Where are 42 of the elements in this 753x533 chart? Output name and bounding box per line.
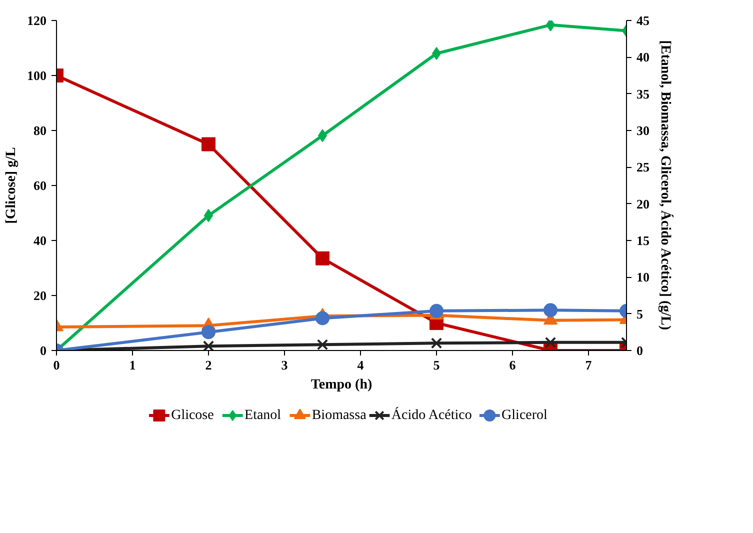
legend-label: Glicerol (502, 408, 548, 423)
y2-tick-label: 35 (636, 86, 650, 102)
legend-label: Etanol (244, 408, 282, 423)
y-tick-label: 20 (34, 288, 46, 303)
point (202, 325, 216, 340)
y2-tick-label: 40 (636, 50, 650, 65)
point (544, 303, 558, 318)
y2-tick-label: 0 (636, 343, 643, 358)
y-tick-label: 40 (34, 233, 46, 248)
legend-label: Glicose (171, 408, 214, 423)
x-tick-label: 7 (585, 358, 592, 372)
y-axis-title: [Glicose] g/L (4, 147, 19, 224)
point (316, 311, 330, 326)
y2-tick-label: 25 (636, 160, 650, 175)
y2-axis-title: [Etanol, Biomassa, Glicerol, Ácido Acético] (g/L) (658, 40, 674, 330)
y2-tick-label: 5 (636, 306, 644, 322)
y-tick-label: 100 (27, 68, 46, 83)
point (316, 339, 328, 350)
x-tick-label: 4 (357, 358, 364, 372)
point (544, 336, 556, 348)
x-tick-label: 5 (433, 358, 440, 372)
x-tick-label: 0 (53, 358, 60, 372)
y2-tick-label: 20 (636, 196, 650, 212)
point (546, 20, 555, 32)
y-tick-label: 120 (27, 13, 46, 28)
x-tick-label: 6 (509, 358, 516, 372)
point (430, 304, 444, 318)
y-tick-label: 80 (34, 123, 46, 138)
x-tick-label: 1 (129, 358, 136, 372)
y2-tick-label: 45 (636, 13, 650, 28)
y2-tick-label: 30 (636, 123, 650, 138)
point (202, 340, 214, 350)
x-axis-title: Tempo (h) (310, 378, 372, 392)
y2-tick-label: 15 (636, 233, 650, 248)
legend-label: Biomassa (312, 408, 368, 423)
x-tick-label: 3 (281, 358, 288, 372)
x-tick-label: 2 (205, 358, 212, 372)
legend-label: Ácido Acético (391, 406, 472, 423)
y-tick-label: 0 (40, 343, 46, 358)
point (430, 338, 442, 349)
y-tick-label: 60 (34, 178, 46, 193)
y2-tick-label: 10 (636, 270, 650, 285)
